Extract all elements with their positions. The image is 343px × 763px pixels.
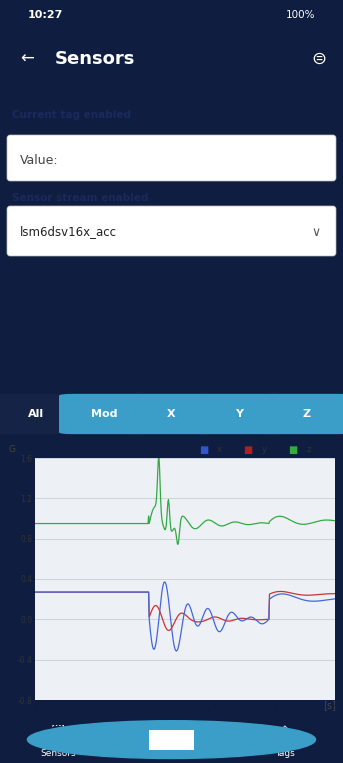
Text: ■: ■ — [199, 445, 208, 455]
FancyBboxPatch shape — [59, 394, 149, 434]
Text: 10:27: 10:27 — [27, 10, 63, 20]
Text: Current tag enabled: Current tag enabled — [12, 110, 131, 120]
FancyBboxPatch shape — [127, 394, 216, 434]
Text: ⊜: ⊜ — [311, 50, 327, 68]
Text: Sensors: Sensors — [55, 50, 135, 68]
Text: ■: ■ — [244, 445, 253, 455]
Text: Z: Z — [303, 409, 311, 419]
Text: Tags: Tags — [275, 749, 295, 758]
Text: ⬚: ⬚ — [51, 723, 66, 738]
Text: G: G — [9, 445, 15, 454]
Circle shape — [27, 721, 316, 758]
Text: ◇: ◇ — [279, 723, 291, 738]
Text: Sensor stream enabled: Sensor stream enabled — [12, 193, 149, 203]
Text: Y: Y — [235, 409, 243, 419]
Text: X: X — [167, 409, 176, 419]
Text: ←: ← — [21, 50, 34, 68]
FancyBboxPatch shape — [7, 206, 336, 256]
Text: 100%: 100% — [286, 10, 316, 20]
Text: x: x — [214, 445, 225, 454]
Text: [s]: [s] — [323, 700, 336, 710]
Text: ∨: ∨ — [312, 226, 321, 239]
Text: lsm6dsv16x_acc: lsm6dsv16x_acc — [20, 226, 117, 239]
Text: ■: ■ — [288, 445, 297, 455]
Text: Mod: Mod — [91, 409, 117, 419]
FancyBboxPatch shape — [0, 394, 81, 434]
FancyBboxPatch shape — [7, 135, 336, 181]
Text: Value:: Value: — [20, 153, 59, 166]
FancyBboxPatch shape — [194, 394, 284, 434]
Text: y: y — [259, 445, 270, 454]
Text: All: All — [28, 409, 45, 419]
FancyBboxPatch shape — [262, 394, 343, 434]
Text: Sensors: Sensors — [40, 749, 76, 758]
Text: z: z — [304, 445, 311, 454]
FancyBboxPatch shape — [149, 729, 194, 749]
